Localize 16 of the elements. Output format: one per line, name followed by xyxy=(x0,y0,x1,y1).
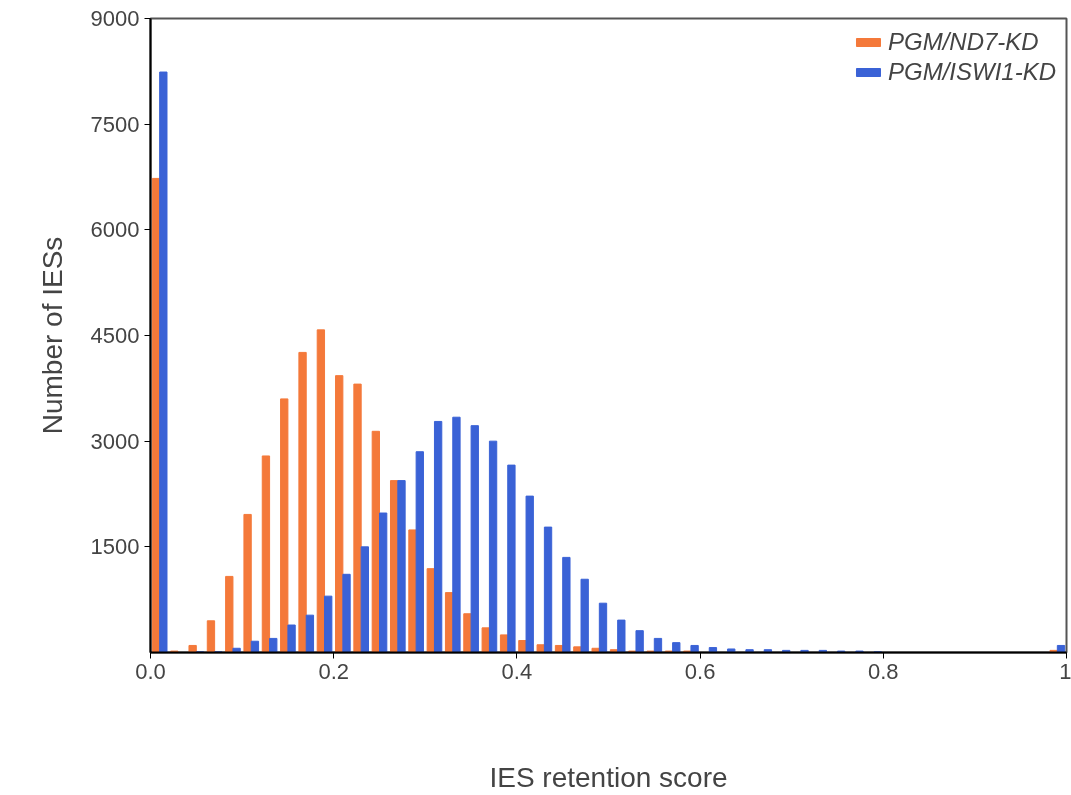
x-axis-title: IES retention score xyxy=(489,761,728,793)
x-tick-label: 0.8 xyxy=(868,658,899,684)
y-axis-title: Number of IESs xyxy=(36,236,68,435)
y-tick-label: 7500 xyxy=(90,111,140,137)
x-tick-label: 0.2 xyxy=(318,658,349,684)
x-tick-label: 0.6 xyxy=(684,658,716,684)
x-tick-label: 1 xyxy=(1059,658,1071,684)
y-tick-label: 9000 xyxy=(90,6,140,31)
y-tick-label: 6000 xyxy=(90,217,140,243)
y-tick-label: 3000 xyxy=(90,428,140,454)
legend-label: PGM/ISWI1-KD xyxy=(887,58,1056,86)
y-tick-label: 4500 xyxy=(90,323,140,348)
legend-label: PGM/ND7-KD xyxy=(887,28,1039,56)
x-tick-label: 0.0 xyxy=(135,658,166,684)
y-tick-label: 1500 xyxy=(90,534,140,560)
x-tick-label: 0.4 xyxy=(501,658,533,684)
